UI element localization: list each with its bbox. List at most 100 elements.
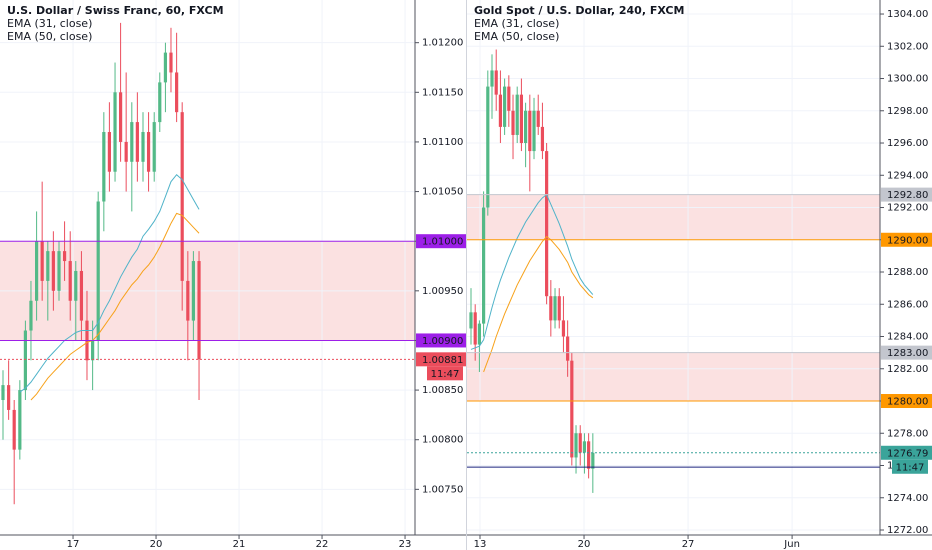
candle-body <box>46 251 50 281</box>
candle-body <box>490 70 494 87</box>
candle-body <box>141 132 145 162</box>
candle-body <box>175 72 179 113</box>
candle-body <box>498 94 503 127</box>
candle-body <box>107 132 111 172</box>
y-tick-label: 1.00950 <box>422 286 463 297</box>
candle-body <box>113 92 117 172</box>
candle-body <box>152 122 156 172</box>
candle-body <box>503 86 507 127</box>
zone <box>467 194 880 240</box>
x-tick-label: 20 <box>150 539 163 550</box>
y-tick-label: 1.01200 <box>422 38 463 49</box>
candle-body <box>118 92 123 142</box>
y-tick-label: 1294.00 <box>887 170 928 181</box>
candle-body <box>515 94 519 135</box>
x-tick-label: 27 <box>682 539 695 550</box>
candle-body <box>540 126 545 152</box>
candle-body <box>519 94 524 144</box>
candle-body <box>68 261 72 301</box>
legend-entry: EMA (31, close) <box>7 17 92 30</box>
candle-body <box>591 452 595 469</box>
ema-line <box>19 173 200 393</box>
x-tick-label: Jun <box>783 539 800 550</box>
y-tick-label: 1.01100 <box>422 137 463 148</box>
candle-body <box>130 122 134 162</box>
candle-body <box>494 70 498 95</box>
candle-body <box>553 296 557 321</box>
ema-line <box>483 235 594 373</box>
y-tick-label: 1.00750 <box>422 484 463 495</box>
ema-line <box>470 193 594 350</box>
candle-body <box>486 86 490 208</box>
price-label: 1.01000 <box>422 237 463 248</box>
y-tick-label: 1298.00 <box>887 106 928 117</box>
candle-body <box>29 300 33 331</box>
y-tick-label: 1282.00 <box>887 364 928 375</box>
candle-body <box>469 312 473 329</box>
price-label-box <box>416 234 467 249</box>
x-tick-label: 17 <box>67 539 80 550</box>
price-label: 1.00900 <box>422 336 463 347</box>
y-tick-label: 1288.00 <box>887 267 928 278</box>
y-tick-label: 1302.00 <box>887 41 928 52</box>
candle-body <box>51 251 55 291</box>
candle-body <box>7 385 11 410</box>
price-label-box <box>881 445 932 460</box>
candle-body <box>1 385 5 401</box>
price-label: 1.00881 <box>422 355 463 366</box>
candle-body <box>102 132 106 202</box>
x-tick-label: 20 <box>578 539 591 550</box>
y-tick-label: 1274.00 <box>887 493 928 504</box>
y-tick-label: 1304.00 <box>887 9 928 20</box>
y-tick-label: 1278.00 <box>887 428 928 439</box>
countdown: 11:47 <box>431 369 460 380</box>
plot-area <box>467 0 880 535</box>
candle-body <box>186 280 190 321</box>
candle-body <box>582 441 587 453</box>
price-label: 1292.80 <box>887 190 928 201</box>
y-tick-label: 1300.00 <box>887 74 928 85</box>
y-tick-label: 1.00800 <box>422 435 463 446</box>
candle-body <box>23 330 27 391</box>
y-tick-label: 1284.00 <box>887 332 928 343</box>
price-label: 1276.79 <box>887 448 928 459</box>
candle-body <box>62 251 67 262</box>
y-tick-label: 1.00850 <box>422 385 463 396</box>
countdown-box <box>427 366 463 381</box>
candle-body <box>191 261 195 321</box>
x-tick-label: 21 <box>233 539 246 550</box>
y-tick-label: 1.01150 <box>422 87 463 98</box>
price-label-box <box>881 187 932 202</box>
candle-body <box>532 110 536 152</box>
candle-body <box>570 360 574 458</box>
candle-body <box>524 110 528 144</box>
y-tick-label: 1286.00 <box>887 299 928 310</box>
legend-entry: EMA (50, close) <box>474 30 559 43</box>
price-label-box <box>416 352 467 367</box>
y-tick-label: 1.01050 <box>422 187 463 198</box>
candle-body <box>549 296 553 321</box>
ema-line <box>30 212 200 401</box>
candle-body <box>528 110 532 152</box>
price-label: 1283.00 <box>887 348 928 359</box>
countdown-box <box>892 459 928 474</box>
y-tick-label: 1292.00 <box>887 203 928 214</box>
candle-body <box>135 122 139 162</box>
candle-body <box>158 82 162 123</box>
candle-body <box>12 409 16 450</box>
zone <box>467 352 880 402</box>
candle-body <box>18 390 22 450</box>
candle-body <box>587 441 591 469</box>
legend-entry: EMA (31, close) <box>474 17 559 30</box>
candle-body <box>566 336 570 361</box>
candle-body <box>74 270 78 301</box>
candle-body <box>561 320 566 337</box>
price-label: 1280.00 <box>887 397 928 408</box>
candle-body <box>578 433 582 453</box>
candle-body <box>96 201 100 341</box>
plot-area <box>0 0 415 535</box>
candle-body <box>477 323 482 345</box>
candle-body <box>35 241 39 301</box>
candle-body <box>473 312 477 345</box>
x-tick-label: 23 <box>399 539 412 550</box>
